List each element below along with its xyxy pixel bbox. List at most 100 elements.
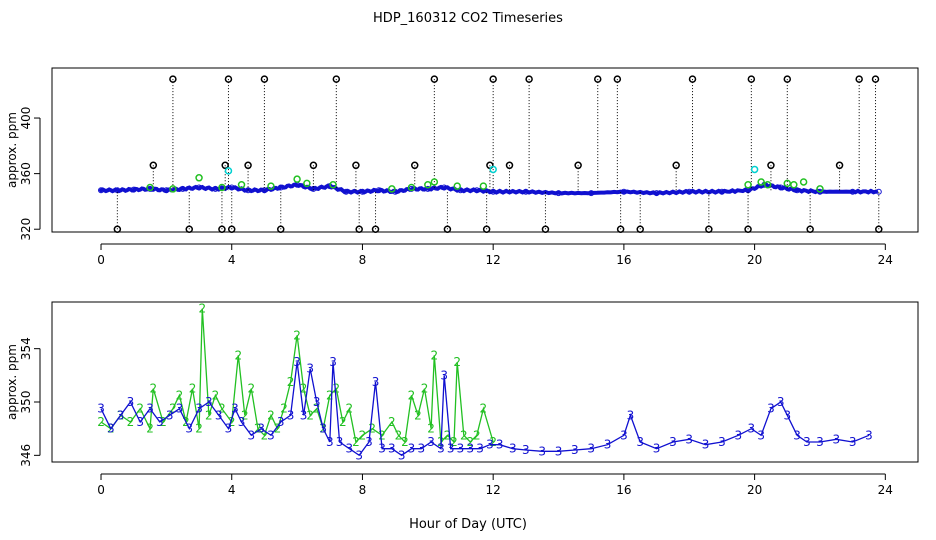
series-3-point: 3 (257, 422, 265, 436)
baseline-point (473, 187, 480, 194)
series-3-point: 3 (476, 442, 484, 456)
series-3-point: 3 (372, 375, 380, 389)
outlier-point (185, 225, 194, 233)
baseline-point (196, 184, 203, 191)
green-point (267, 182, 275, 190)
series-3-point: 3 (365, 435, 373, 449)
x-axis-label: Hour of Day (UTC) (409, 517, 527, 532)
series-2-point: 2 (421, 382, 429, 396)
series-2-point: 2 (378, 428, 386, 442)
baseline-point (849, 188, 856, 195)
series-2-point: 2 (401, 435, 409, 449)
baseline-point (718, 188, 725, 195)
series-3-point: 3 (313, 395, 321, 409)
series-2-point: 2 (169, 402, 177, 416)
baseline-point (424, 185, 431, 192)
series-2-point: 2 (274, 422, 282, 436)
x-tick-label: 4 (228, 253, 236, 267)
series-3-point: 3 (156, 415, 164, 429)
outlier-point (169, 75, 177, 83)
x-tick-label: 0 (97, 253, 105, 267)
series-2-point: 2 (388, 415, 396, 429)
series-3-point: 3 (355, 448, 363, 462)
series-2-point: 2 (339, 415, 347, 429)
outlier-point (410, 161, 419, 170)
series-3-point: 3 (669, 435, 677, 449)
series-3-point: 3 (757, 428, 765, 442)
series-3-point: 3 (849, 435, 857, 449)
outlier-point (277, 225, 285, 233)
series-3-point: 3 (378, 442, 386, 456)
plot-frame (51, 301, 919, 463)
outlier-point (149, 161, 158, 170)
series-2-point: 2 (368, 422, 376, 436)
baseline-point (163, 187, 170, 194)
baseline-point (441, 184, 448, 191)
outlier-point (747, 75, 756, 83)
series-3-point: 3 (127, 395, 135, 409)
green-point (303, 179, 311, 188)
x-tick-label: 16 (616, 483, 631, 497)
outlier-point (688, 75, 697, 83)
outlier-point (332, 75, 341, 83)
series-3-point: 3 (522, 443, 530, 457)
series-2-point: 2 (489, 435, 497, 449)
baseline-point (343, 188, 350, 195)
series-line-3 (100, 361, 870, 457)
baseline-point (375, 187, 382, 194)
series-3-point: 3 (166, 408, 174, 422)
series-3-point: 3 (748, 422, 756, 436)
baseline-point (98, 187, 105, 194)
baseline-point (875, 188, 882, 195)
green-point (329, 180, 337, 189)
baseline-point (522, 188, 529, 195)
x-tick-label: 12 (486, 253, 501, 267)
outlier-point (783, 75, 792, 83)
series-2-point: 2 (127, 415, 135, 429)
series-3-point: 3 (388, 442, 396, 456)
series-3-point: 3 (417, 442, 425, 456)
x-tick-label: 12 (486, 483, 501, 497)
series-3-point: 3 (447, 442, 455, 456)
series-3-point: 3 (496, 438, 504, 452)
series-3-point: 3 (509, 442, 517, 456)
green-point (453, 182, 461, 190)
baseline-point (686, 188, 693, 195)
series-3-point: 3 (277, 415, 285, 429)
green-point (744, 180, 752, 189)
outlier-point (227, 225, 236, 233)
outlier-point (871, 75, 880, 83)
series-3-point: 3 (146, 402, 154, 416)
series-3-point: 3 (767, 402, 775, 416)
green-point (195, 174, 203, 182)
series-3-point: 3 (702, 438, 710, 452)
series-3-point: 3 (205, 395, 213, 409)
series-2-point: 2 (414, 408, 422, 422)
series-2-point: 2 (453, 355, 461, 369)
x-tick-label: 24 (878, 253, 893, 267)
series-2-point: 2 (444, 428, 452, 442)
series-line-2 (100, 308, 494, 444)
y-tick-label: 320 (19, 218, 33, 241)
outlier-point (672, 161, 680, 170)
green-point (293, 175, 301, 183)
figure-title: HDP_160312 CO2 Timeseries (373, 11, 563, 26)
series-3-point: 3 (398, 448, 406, 462)
series-2-point: 2 (306, 408, 314, 422)
cyan-point (224, 167, 233, 175)
outlier-point (218, 225, 226, 233)
x-tick-label: 8 (359, 253, 367, 267)
cyan-point (489, 165, 497, 174)
series-2-point: 2 (352, 435, 360, 449)
outlier-point (309, 161, 318, 170)
baseline-point (359, 188, 366, 195)
baseline-point (555, 190, 562, 197)
x-tick-label: 20 (747, 483, 762, 497)
baseline-point (653, 190, 660, 197)
series-2-point: 2 (293, 328, 301, 342)
green-point (799, 178, 808, 186)
baseline-point (794, 187, 801, 194)
green-point (146, 183, 154, 192)
